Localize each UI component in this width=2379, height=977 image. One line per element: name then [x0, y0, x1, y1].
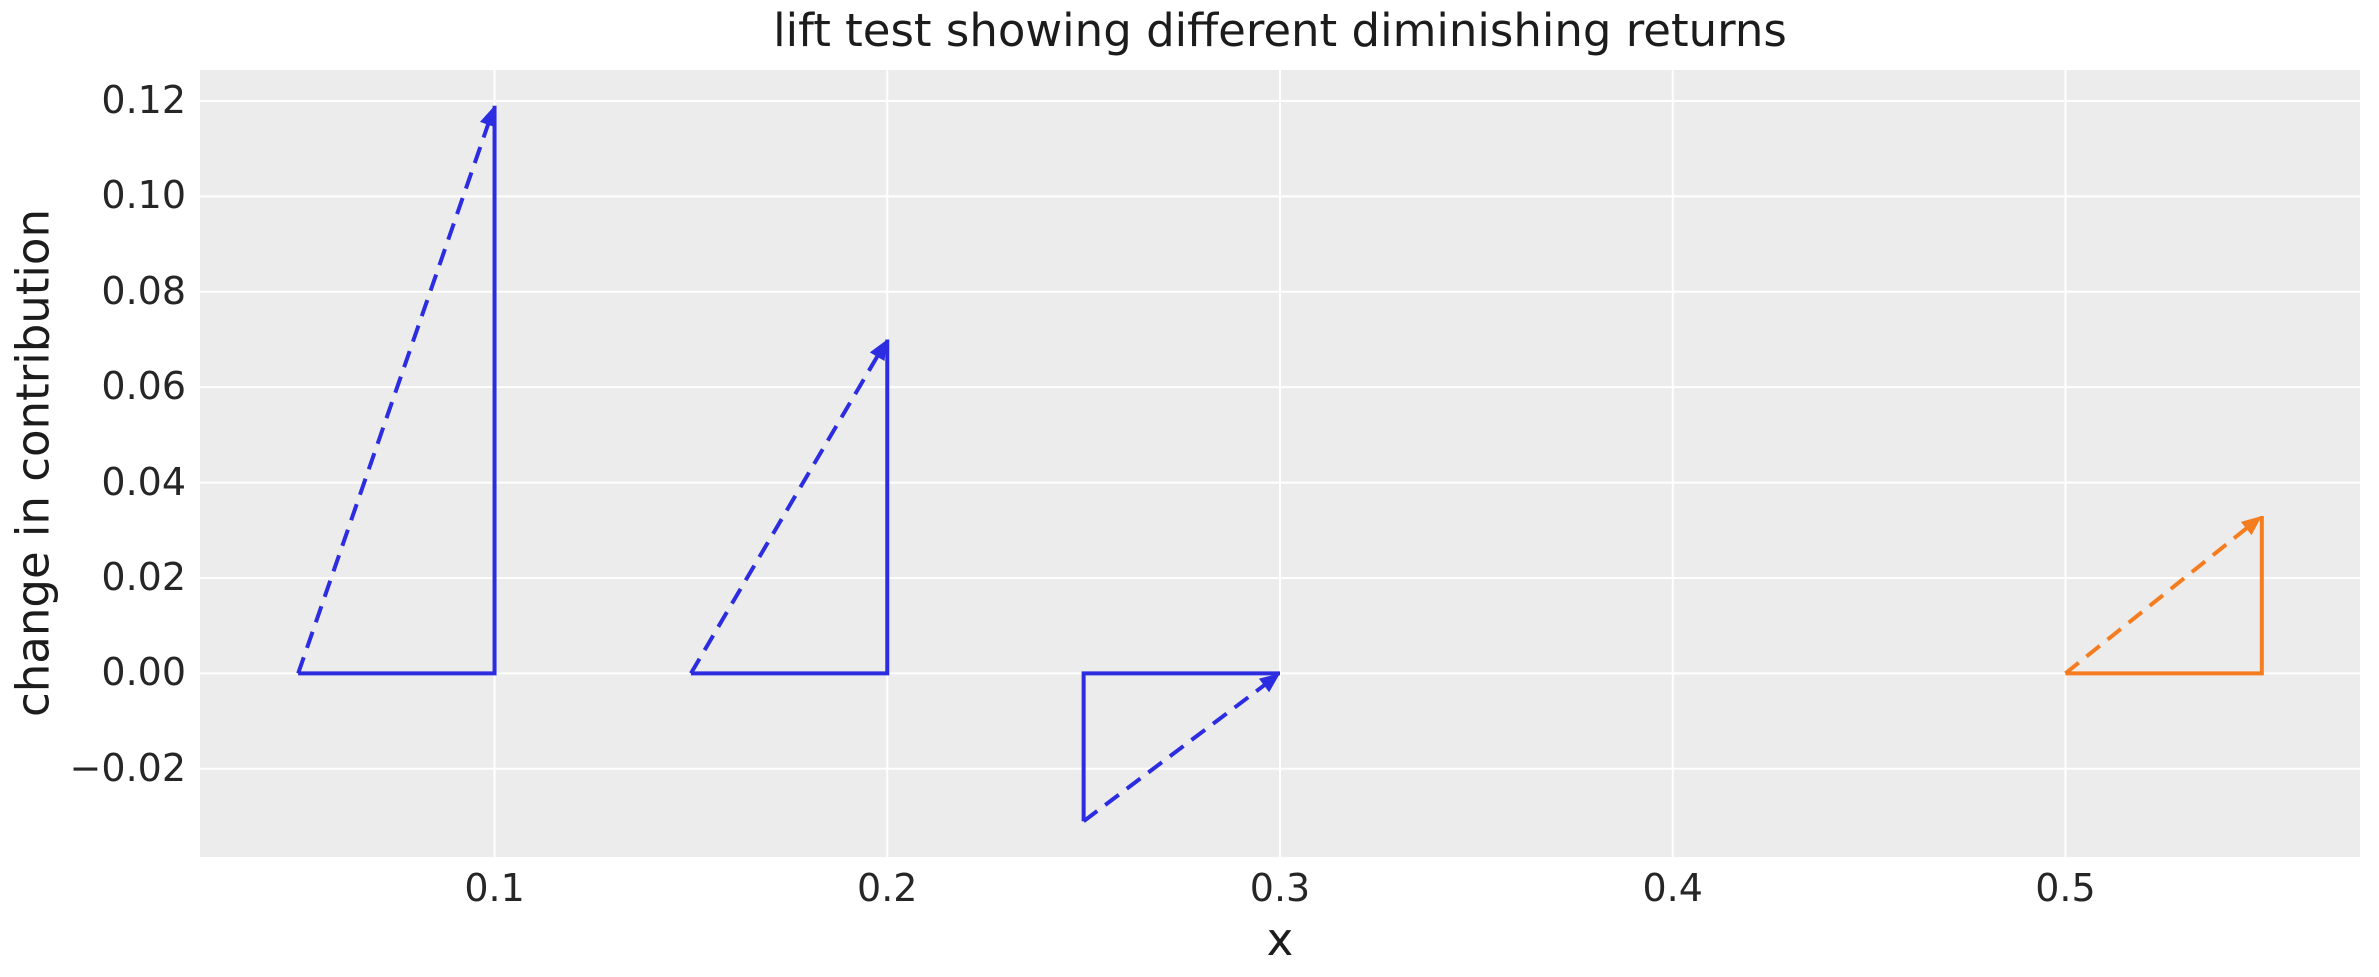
lift-triangle-3-arrowhead [1258, 673, 1280, 693]
y-tick-label: 0.00 [101, 650, 186, 695]
y-axis-label: change in contribution [6, 209, 60, 717]
chart-title: lift test showing different diminishing … [773, 4, 1787, 57]
lift-triangle-1-dashed-hypotenuse [296, 116, 493, 675]
lift-triangle-3 [1081, 671, 1280, 823]
triangle-shapes [296, 105, 2264, 823]
y-tick-label: −0.02 [69, 745, 186, 790]
lift-triangle-2-arrowhead [869, 339, 888, 362]
lift-triangle-2-dashed-hypotenuse [689, 348, 883, 675]
y-tick-label: 0.10 [101, 173, 186, 218]
lift-triangle-4-arrowhead [2240, 515, 2262, 536]
lift-triangle-2-solid-legs [690, 339, 890, 676]
lift-triangle-1 [296, 105, 497, 676]
y-tick-label: 0.02 [101, 555, 186, 600]
lift-triangle-4-solid-legs [2065, 515, 2264, 676]
lift-triangle-3-solid-legs [1081, 671, 1280, 822]
y-tick-label: 0.08 [101, 268, 186, 313]
x-tick-label: 0.2 [857, 866, 918, 910]
y-tick-label: 0.06 [101, 364, 186, 409]
x-tick-label: 0.5 [2035, 866, 2096, 910]
x-axis-label: x [1266, 913, 1294, 966]
lift-triangle-3-dashed-hypotenuse [1082, 678, 1272, 823]
y-tick-label: 0.12 [101, 78, 186, 123]
x-tick-label: 0.4 [1642, 866, 1703, 910]
x-tick-label: 0.1 [464, 866, 525, 910]
lift-triangle-2 [689, 339, 890, 676]
x-tick-label: 0.3 [1249, 866, 1311, 910]
lift-triangle-4-dashed-hypotenuse [2064, 521, 2254, 675]
y-tick-label: 0.04 [101, 459, 186, 504]
lift-triangle-1-solid-legs [298, 105, 497, 676]
lift-triangle-1-arrowhead [479, 105, 497, 128]
lift-triangle-4 [2064, 515, 2264, 676]
